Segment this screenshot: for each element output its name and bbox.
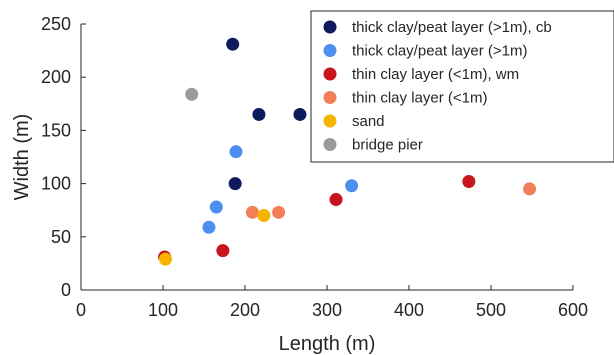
legend-entry: sand [352,113,385,130]
data-point [202,220,216,234]
x-axis-label: Length (m) [279,333,376,355]
data-point [229,145,243,159]
legend-marker [323,138,337,151]
legend-entry: thick clay/peat layer (>1m), cb [352,19,552,36]
y-tick-label: 200 [41,67,71,87]
data-point [329,193,343,207]
legend-marker [323,44,337,57]
data-point [345,179,359,193]
y-tick-label: 0 [61,280,71,300]
data-point [158,252,172,266]
legend-entry: bridge pier [352,137,423,154]
x-tick-label: 0 [76,300,86,320]
y-tick-label: 150 [41,120,71,140]
data-point [216,244,230,258]
data-point [245,205,259,219]
y-tick-label: 100 [41,174,71,194]
x-tick-label: 200 [230,300,260,320]
y-tick-label: 50 [51,227,71,247]
legend-marker [323,91,337,104]
data-point [293,107,307,121]
legend-box [310,10,614,163]
data-point [226,37,240,51]
data-point [462,174,476,188]
legend-entry: thin clay layer (<1m), wm [352,66,519,83]
legend-entry: thin clay layer (<1m) [352,90,487,107]
legend: thick clay/peat layer (>1m), cb thick cla… [310,10,614,163]
data-point [252,107,266,121]
data-point [272,205,286,219]
y-tick-label: 250 [41,14,71,34]
data-point [257,209,271,223]
data-point [228,177,242,191]
y-axis-label: Width (m) [11,114,33,201]
data-point [523,182,537,196]
data-point [209,200,223,214]
legend-marker [323,114,337,128]
data-point [185,87,199,101]
x-tick-label: 500 [476,300,506,320]
x-tick-label: 400 [394,300,424,320]
data-points [158,37,537,266]
legend-marker [323,20,337,34]
x-tick-label: 300 [312,300,342,320]
legend-entry: thick clay/peat layer (>1m) [352,43,527,60]
x-tick-label: 600 [558,300,588,320]
x-tick-label: 100 [148,300,178,320]
axes: 0 100 200 300 400 500 600 0 50 100 150 200 250 [41,14,588,320]
legend-marker [323,67,337,81]
